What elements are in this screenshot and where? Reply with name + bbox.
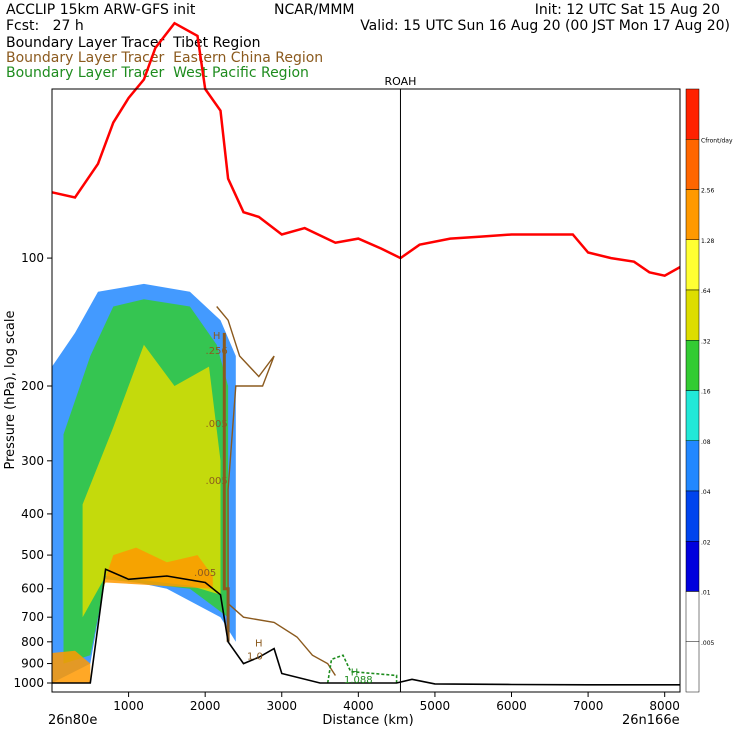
y-axis-ticks: 100 200 300 400 500 600 700 800 900 1000 [13,251,52,690]
legend-west-pacific: Boundary Layer Tracer West Pacific Regio… [6,65,309,81]
start-location-label: 26n80e [48,713,97,728]
contour-label-6: 1.0 [247,651,263,662]
contour-label-4: .005 [194,568,216,579]
colorbar-label-4: .08 [701,439,711,446]
x-tick-label-5: 6000 [496,699,527,713]
colorbar-swatch-4 [685,289,700,341]
west-pacific-contour [326,654,398,684]
colorbar-swatch-10 [685,591,700,642]
colorbar-label-1: .01 [701,590,711,597]
y-tick-label-4: 500 [21,548,44,562]
x-tick-label-4: 5000 [420,699,451,713]
colorbar-label-3: .04 [701,489,711,496]
legend-tibet: Boundary Layer Tracer Tibet Region [6,35,261,51]
colorbar-label-7: .64 [701,288,711,295]
colorbar-swatch-8 [685,490,700,542]
tropopause-line [51,21,681,278]
header-right-line2: Valid: 15 UTC Sun 16 Aug 20 (00 JST Mon … [360,18,730,34]
colorbar-label-5: .16 [701,389,711,396]
y-tick-label-3: 400 [21,507,44,521]
colorbar-swatch-9 [685,541,700,592]
colorbar-label-8: 1.28 [701,238,715,245]
y-tick-label-0: 100 [21,251,44,265]
contour-label-1: .256 [206,346,228,357]
eastern-china-contour [216,306,336,676]
colorbar-swatch-11 [685,641,700,693]
colorbar-swatch-1 [685,139,700,190]
contour-label-7: H [351,667,359,678]
y-tick-label-9: 1000 [13,676,44,690]
contour-label-8: 1.088 [344,675,373,686]
colorbar-swatch-3 [685,239,700,291]
header-left-line2: Fcst: 27 h [6,18,84,34]
y-tick-label-2: 300 [21,454,44,468]
header-left-line1: ACCLIP 15km ARW-GFS init [6,2,196,18]
x-axis-ticks: 1000 2000 3000 4000 5000 6000 7000 8000 [113,692,680,713]
end-location-label: 26n166e [622,713,680,728]
y-tick-label-8: 900 [21,657,44,671]
contour-label-3: .005 [206,476,228,487]
contour-label-5: H [255,638,263,649]
x-axis-label: Distance (km) [322,713,413,728]
y-axis-label: Pressure (hPa), log scale [3,311,18,470]
station-label: ROAH [385,75,417,88]
colorbar-swatch-7 [685,440,700,492]
x-tick-label-0: 1000 [113,699,144,713]
x-tick-label-7: 8000 [649,699,680,713]
colorbar-swatch-2 [685,189,700,240]
colorbar-swatch-0 [685,88,700,140]
colorbar-label-6: .32 [701,338,711,345]
eastern-china-contour-thick [222,332,230,642]
contour-label-0: H [213,331,221,342]
colorbar-label-0: .005 [701,640,715,647]
x-tick-label-3: 4000 [343,699,374,713]
y-tick-label-5: 600 [21,582,44,596]
terrain-line [52,568,680,686]
header-center-line1: NCAR/MMM [274,2,355,18]
header-right-line1: Init: 12 UTC Sat 15 Aug 20 [534,2,720,18]
y-tick-label-6: 700 [21,610,44,624]
colorbar: .005 .01 .02 .04 .08 .16 .32 .64 1.28 2.56 Cfront/… [685,88,733,693]
colorbar-swatch-5 [685,340,700,391]
colorbar-label-2: .02 [701,539,711,546]
tracer-contours [216,306,398,684]
tracer-shade-2 [82,344,221,618]
y-tick-label-1: 200 [21,379,44,393]
tracer-shade-4 [52,650,91,683]
y-tick-label-7: 800 [21,635,44,649]
plot-frame [51,88,681,693]
legend-eastern-china: Boundary Layer Tracer Eastern China Regi… [6,50,324,66]
colorbar-swatch-6 [685,390,700,441]
x-tick-label-2: 3000 [266,699,297,713]
x-tick-label-1: 2000 [190,699,221,713]
colorbar-label-10: Cfront/day [701,137,733,144]
x-tick-label-6: 7000 [573,699,604,713]
colorbar-label-9: 2.56 [701,188,715,195]
contour-label-2: .005 [206,419,228,430]
